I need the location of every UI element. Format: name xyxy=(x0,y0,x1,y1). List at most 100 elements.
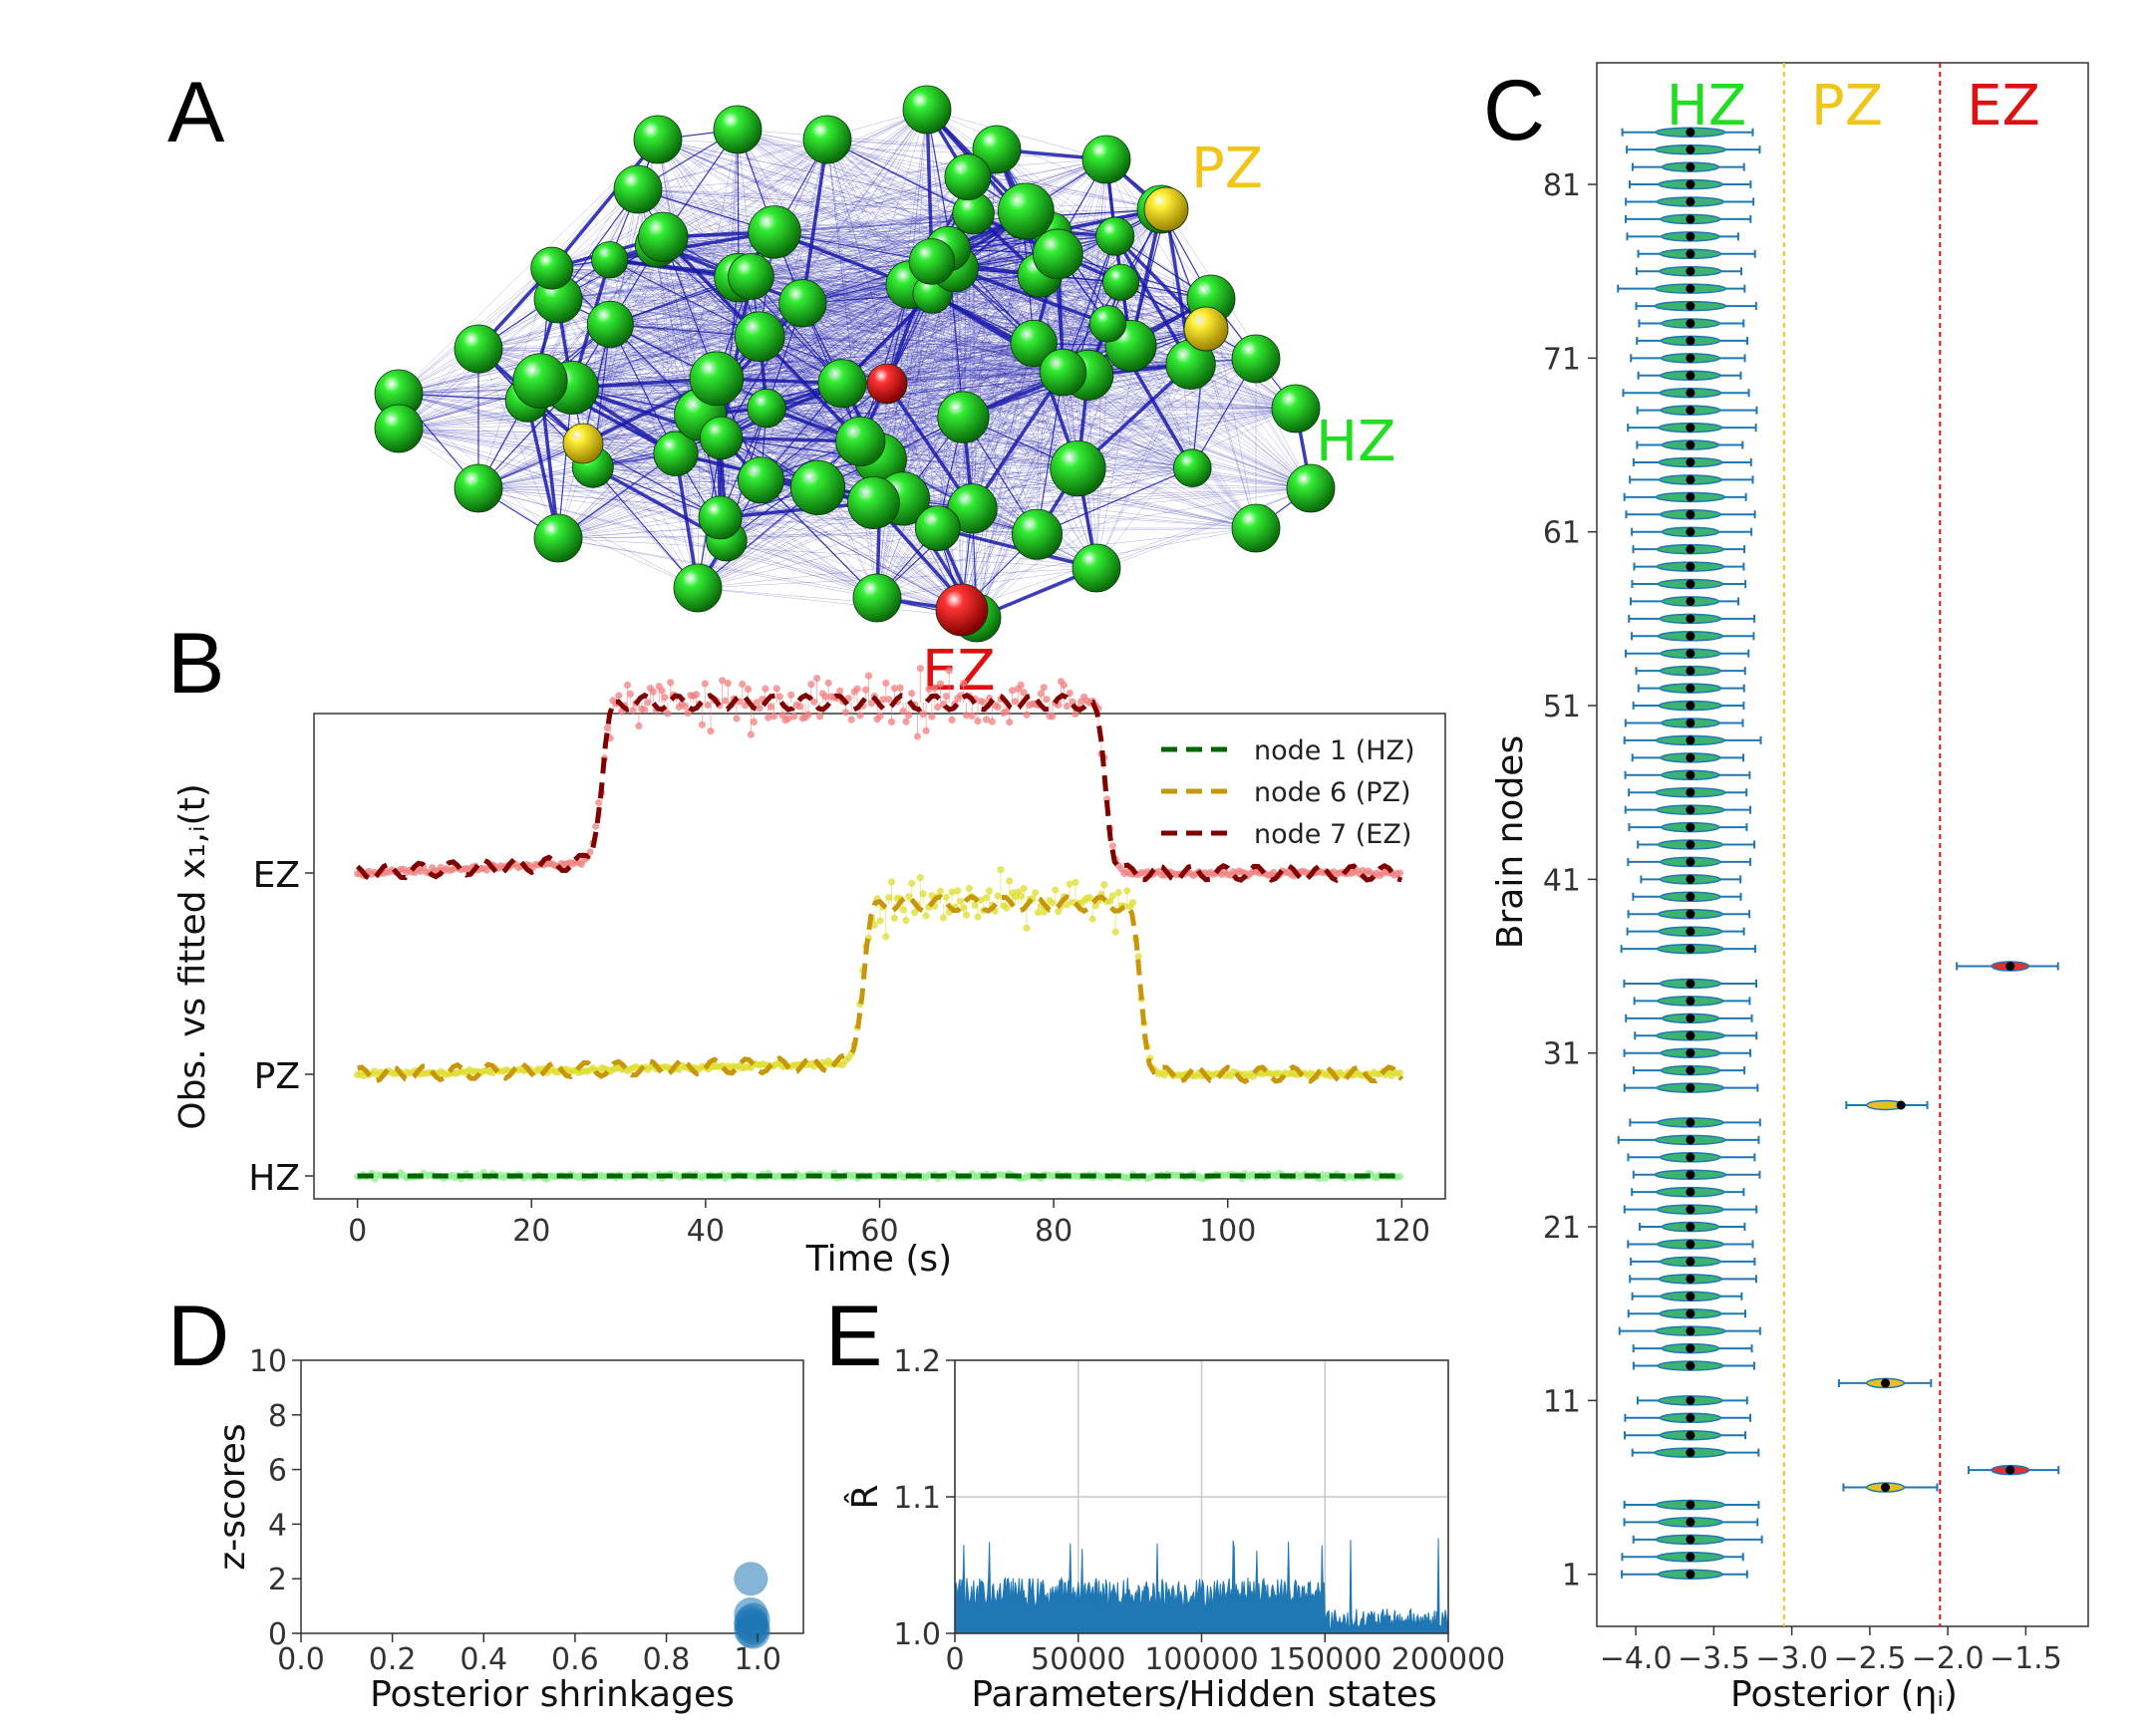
observation-point xyxy=(994,892,1002,900)
network-edge xyxy=(860,323,1108,442)
violin-mean xyxy=(1686,1395,1695,1405)
network-edge xyxy=(398,393,584,444)
network-edge xyxy=(967,176,1167,210)
network-edge xyxy=(726,274,1041,541)
network-edge xyxy=(972,408,1297,509)
observation-point xyxy=(948,716,956,724)
network-edge xyxy=(876,293,933,599)
panel-b-legend: node 1 (HZ) node 6 (PZ) node 7 (EZ) xyxy=(1161,735,1415,850)
network-edge xyxy=(726,487,1312,541)
observation-point xyxy=(767,703,775,711)
network-edge xyxy=(477,158,1107,350)
observation-point xyxy=(821,693,829,701)
observation-point xyxy=(1066,689,1074,698)
observation-point xyxy=(641,706,649,714)
network-node xyxy=(1050,439,1106,497)
shrinkage-point xyxy=(734,1562,768,1596)
violin-mean xyxy=(1686,805,1695,815)
violin-mean xyxy=(1686,1535,1695,1545)
network-node xyxy=(734,311,785,363)
c-ytick-label: 41 xyxy=(1543,863,1581,898)
network-edge xyxy=(582,276,752,444)
network-edge xyxy=(697,415,701,589)
observation-point xyxy=(753,699,761,707)
network-edge xyxy=(657,139,964,418)
network-edge xyxy=(539,248,949,382)
network-edge xyxy=(557,527,1257,539)
violin-mean xyxy=(1686,1430,1695,1440)
observation-point xyxy=(1395,1172,1404,1180)
b-xtick-label: 0 xyxy=(348,1214,367,1249)
observation-point xyxy=(1006,719,1014,726)
observation-point xyxy=(968,712,976,721)
observation-point xyxy=(704,701,712,710)
violin-mean xyxy=(1686,822,1695,832)
network-edge xyxy=(773,231,888,385)
b-ytick-label: PZ xyxy=(254,1056,300,1097)
network-edge xyxy=(657,139,933,262)
observation-point xyxy=(919,890,927,898)
network-edge xyxy=(637,188,1162,210)
network-edge xyxy=(760,336,1078,469)
network-node xyxy=(846,476,900,529)
network-node xyxy=(1271,384,1321,434)
network-edge xyxy=(571,387,768,409)
network-edge xyxy=(398,277,740,430)
network-edge xyxy=(1037,364,1191,535)
network-edge xyxy=(802,302,1131,347)
network-edge xyxy=(697,208,1162,589)
panel-e-xlabel: Parameters/Hidden states xyxy=(971,1674,1436,1715)
network-edge xyxy=(557,298,1064,373)
network-edge xyxy=(697,208,1167,589)
network-edge xyxy=(657,139,973,509)
network-edge xyxy=(657,148,998,246)
observation-point xyxy=(876,712,884,721)
network-edge xyxy=(932,293,1212,300)
network-node xyxy=(633,115,683,164)
network-edge xyxy=(398,212,974,430)
violin-mean xyxy=(1686,474,1695,484)
e-xtick-label: 100000 xyxy=(1144,1642,1259,1677)
violin-mean xyxy=(1686,1065,1695,1075)
network-edge xyxy=(802,302,1108,325)
network-edge xyxy=(774,231,1059,255)
violin-mean xyxy=(1686,944,1695,954)
d-xtick-label: 0.8 xyxy=(643,1642,691,1677)
network-edge xyxy=(761,383,888,481)
network-edge xyxy=(972,210,1027,509)
network-edge xyxy=(657,139,1038,535)
observation-point xyxy=(810,698,818,706)
violin-mean xyxy=(1686,1308,1695,1318)
violin-mean xyxy=(1686,544,1695,554)
network-edge xyxy=(557,235,1115,300)
observation-point xyxy=(733,715,741,723)
observation-point xyxy=(905,893,913,901)
network-edge xyxy=(902,372,1076,499)
network-edge xyxy=(947,248,1038,535)
violin-mean xyxy=(1686,509,1695,519)
c-ytick-label: 31 xyxy=(1543,1037,1581,1072)
network-edge xyxy=(398,372,1075,430)
network-edge xyxy=(773,231,1257,529)
observation-point xyxy=(942,893,950,901)
network-edge xyxy=(477,348,1312,489)
network-node xyxy=(1039,348,1087,397)
network-edge xyxy=(716,343,1035,380)
observation-point xyxy=(626,690,635,698)
network-edge xyxy=(886,383,978,619)
observation-point xyxy=(595,798,603,807)
network-edge xyxy=(1075,235,1116,373)
network-edge xyxy=(973,212,1076,373)
network-edge xyxy=(802,303,1193,468)
c-ytick-label: 61 xyxy=(1543,516,1581,551)
network-edge xyxy=(880,458,1078,469)
network-edge xyxy=(592,139,828,467)
observation-point xyxy=(939,914,948,922)
network-edge xyxy=(609,259,1193,468)
network-node xyxy=(454,324,503,374)
observation-point xyxy=(1037,690,1045,698)
violin-mean xyxy=(1686,406,1695,416)
violin-mean xyxy=(2005,1465,2015,1475)
observation-point xyxy=(1088,915,1096,923)
d-xtick-label: 0.0 xyxy=(277,1642,325,1677)
